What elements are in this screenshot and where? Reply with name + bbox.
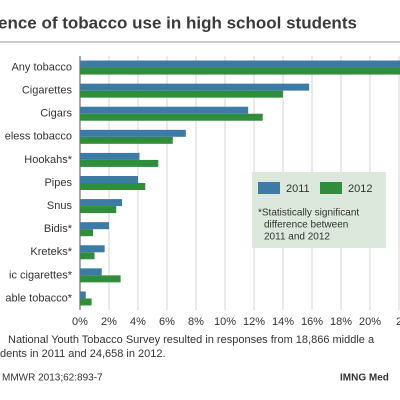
bar xyxy=(80,268,102,276)
bar xyxy=(80,183,146,190)
y-tick-label: Cigarettes xyxy=(22,85,73,97)
x-tick-label: 12% xyxy=(243,316,265,328)
y-tick-label: Snus xyxy=(47,200,73,212)
bar xyxy=(80,136,173,144)
footnote: National Youth Tobacco Survey resulted i… xyxy=(8,334,375,346)
credit: IMNG Med xyxy=(340,373,389,384)
bar xyxy=(80,222,109,230)
x-tick-label: 8% xyxy=(188,316,204,328)
source: MMWR 2013;62:893-7 xyxy=(2,373,103,384)
y-tick-label: Kreteks* xyxy=(30,246,72,258)
bar xyxy=(80,229,94,237)
y-tick-label: able tobacco* xyxy=(5,292,72,304)
chart-title: ence of tobacco use in high school stude… xyxy=(0,13,357,32)
bar xyxy=(80,67,400,75)
bar xyxy=(80,129,186,137)
bar xyxy=(80,113,263,121)
x-tick-label: 16% xyxy=(301,316,323,328)
bar xyxy=(80,60,400,68)
y-tick-label: Cigars xyxy=(40,108,72,120)
y-tick-label: Bidis* xyxy=(44,223,73,235)
x-tick-label: 20% xyxy=(359,316,381,328)
legend-note: *Statistically significant xyxy=(258,208,359,219)
x-tick-label: 2% xyxy=(101,316,117,328)
bar xyxy=(80,206,117,214)
y-tick-label: Any tobacco xyxy=(11,61,72,73)
bar xyxy=(80,291,86,299)
legend-label: 2011 xyxy=(286,183,310,195)
x-tick-label: 18% xyxy=(330,316,352,328)
x-tick-label: 6% xyxy=(159,316,175,328)
y-tick-label: Pipes xyxy=(44,177,72,189)
bar xyxy=(80,83,310,91)
y-tick-label: Hookahs* xyxy=(24,154,72,166)
y-tick-label: eless tobacco xyxy=(5,131,72,143)
legend-note: 2011 and 2012 xyxy=(264,232,330,243)
x-tick-label: 10% xyxy=(214,316,236,328)
bar xyxy=(80,298,92,306)
x-tick-label: 4% xyxy=(130,316,146,328)
bar xyxy=(80,159,159,167)
legend-note: difference between xyxy=(264,220,348,231)
bar xyxy=(80,252,95,260)
bar xyxy=(80,106,249,114)
bar xyxy=(80,152,140,160)
bar xyxy=(80,176,138,183)
y-tick-label: ic cigarettes* xyxy=(9,269,73,281)
footnote: dents in 2011 and 24,658 in 2012. xyxy=(0,348,166,360)
x-tick-label: 2 xyxy=(396,316,400,328)
x-tick-label: 0% xyxy=(72,316,88,328)
legend-swatch xyxy=(258,182,280,194)
bar xyxy=(80,199,123,207)
x-tick-label: 14% xyxy=(272,316,294,328)
legend-label: 2012 xyxy=(348,183,372,195)
bar xyxy=(80,245,105,253)
bar xyxy=(80,275,121,283)
bar xyxy=(80,90,283,98)
legend-swatch xyxy=(320,182,342,194)
